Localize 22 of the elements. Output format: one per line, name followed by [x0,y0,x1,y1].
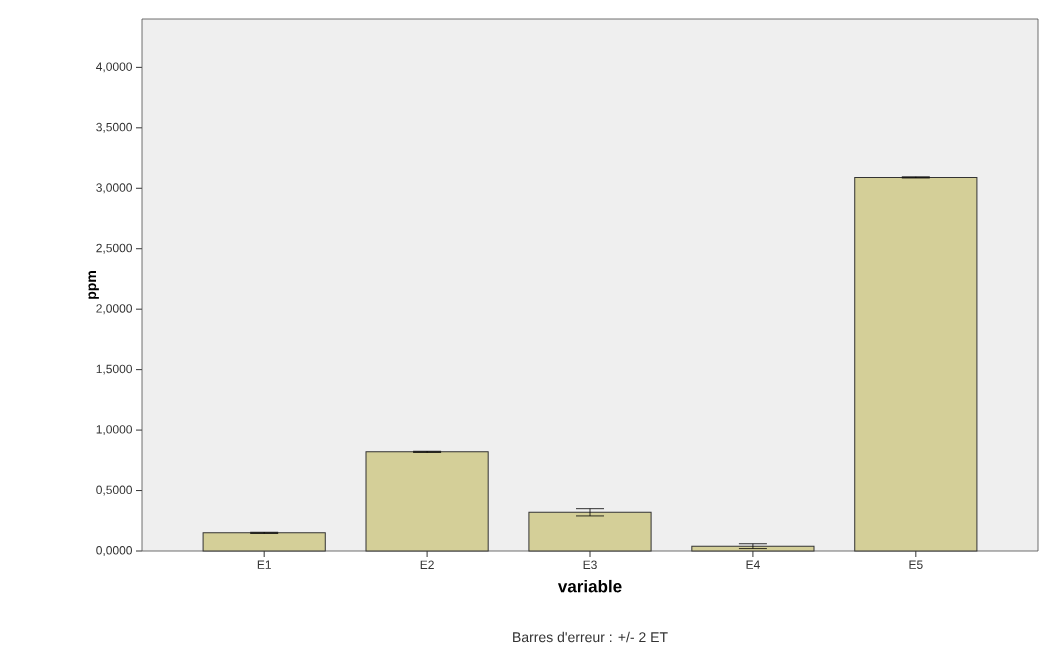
text: Barres d'erreur : +/- 2 ET [513,631,668,643]
bar [202,532,326,552]
y-tick-label: 4,0000 [96,62,132,73]
bar [691,545,815,552]
bar [365,451,489,552]
y-tick-label: 0,0000 [96,546,132,556]
x-tick-label: E3 [583,560,597,570]
y-tick-label: 2,0000 [96,304,132,315]
y-axis-title: ppm [88,271,99,299]
y-tick-label: 3,5000 [96,122,132,133]
y-tick-label: 0,5000 [96,485,132,496]
y-tick-label: 3,0000 [96,183,132,194]
y-tick-label: 1,0000 [96,425,132,436]
y-tick-label: 2,5000 [96,243,132,254]
x-tick-label: E2 [420,560,434,569]
bar [528,511,652,552]
x-tick-label: E1 [257,560,271,569]
bar [854,176,978,552]
x-tick-label: E5 [909,560,923,569]
x-axis-title: variable [557,579,622,593]
x-tick-label: E4 [746,560,760,569]
y-tick-label: 1,5000 [96,364,132,375]
